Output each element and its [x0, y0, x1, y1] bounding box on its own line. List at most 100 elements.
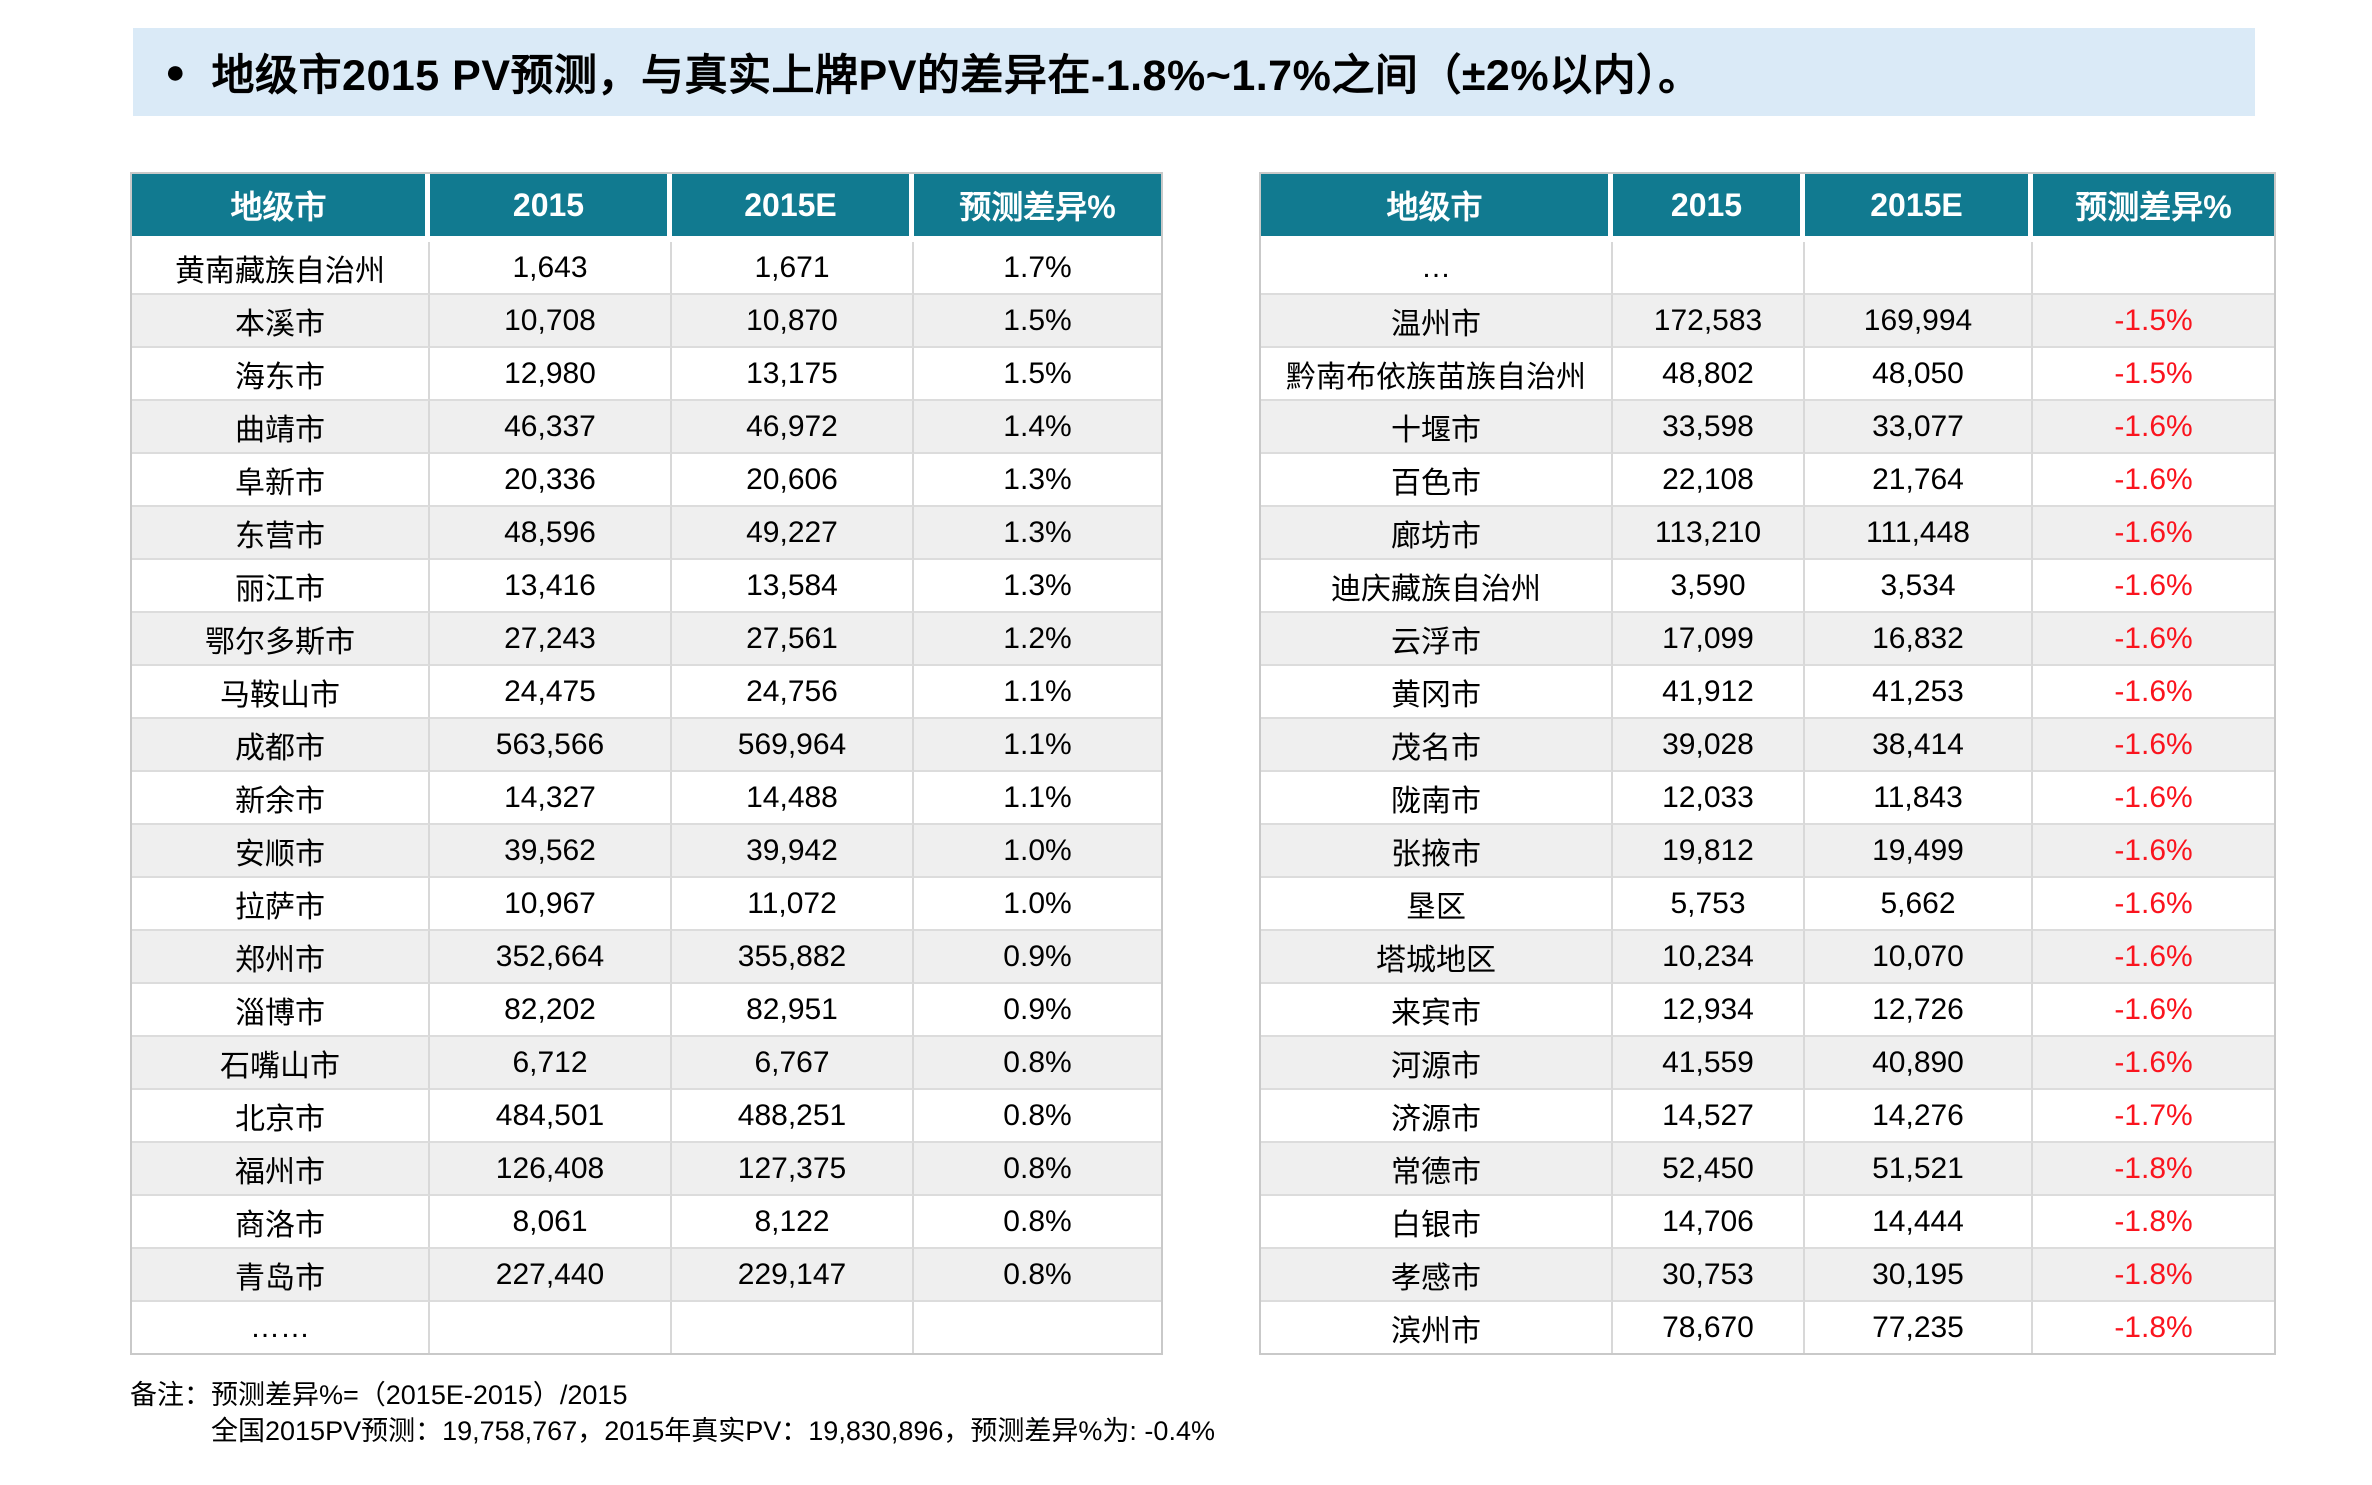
table-row: 郑州市 352,664 355,882 0.9% — [132, 931, 1161, 984]
value-2015e-cell: 14,276 — [1805, 1090, 2033, 1143]
table-row: 新余市 14,327 14,488 1.1% — [132, 772, 1161, 825]
value-2015e-cell: 14,488 — [672, 772, 914, 825]
city-cell: 阜新市 — [132, 454, 430, 507]
value-2015-cell: 10,708 — [430, 295, 672, 348]
value-2015-cell: 12,033 — [1613, 772, 1805, 825]
value-2015-cell: 24,475 — [430, 666, 672, 719]
value-2015e-cell: 3,534 — [1805, 560, 2033, 613]
diff-cell: -1.8% — [2033, 1249, 2274, 1302]
value-2015e-cell: 169,994 — [1805, 295, 2033, 348]
diff-cell: -1.8% — [2033, 1196, 2274, 1249]
header-city: 地级市 — [1261, 174, 1613, 242]
value-2015e-cell: 14,444 — [1805, 1196, 2033, 1249]
value-2015e-cell: 30,195 — [1805, 1249, 2033, 1302]
diff-cell: -1.6% — [2033, 560, 2274, 613]
value-2015-cell: 19,812 — [1613, 825, 1805, 878]
value-2015-cell: 113,210 — [1613, 507, 1805, 560]
value-2015e-cell: 12,726 — [1805, 984, 2033, 1037]
value-2015-cell: 78,670 — [1613, 1302, 1805, 1353]
table-row: 淄博市 82,202 82,951 0.9% — [132, 984, 1161, 1037]
city-cell: 温州市 — [1261, 295, 1613, 348]
table-row: 廊坊市 113,210 111,448 -1.6% — [1261, 507, 2274, 560]
table-row: 滨州市 78,670 77,235 -1.8% — [1261, 1302, 2274, 1353]
diff-cell: -1.8% — [2033, 1143, 2274, 1196]
diff-cell: 1.5% — [914, 295, 1161, 348]
value-2015-cell: 484,501 — [430, 1090, 672, 1143]
table-row: 云浮市 17,099 16,832 -1.6% — [1261, 613, 2274, 666]
diff-cell: 1.3% — [914, 507, 1161, 560]
value-2015e-cell — [1805, 242, 2033, 295]
table-row: 常德市 52,450 51,521 -1.8% — [1261, 1143, 2274, 1196]
header-row: 地级市 2015 2015E 预测差异% — [1261, 174, 2274, 242]
value-2015e-cell: 82,951 — [672, 984, 914, 1037]
value-2015e-cell: 355,882 — [672, 931, 914, 984]
city-cell: 孝感市 — [1261, 1249, 1613, 1302]
value-2015-cell: 39,562 — [430, 825, 672, 878]
table-row: 塔城地区 10,234 10,070 -1.6% — [1261, 931, 2274, 984]
table-row: 温州市 172,583 169,994 -1.5% — [1261, 295, 2274, 348]
value-2015-cell: 14,527 — [1613, 1090, 1805, 1143]
header-2015: 2015 — [430, 174, 672, 242]
city-cell: 河源市 — [1261, 1037, 1613, 1090]
city-cell: 黔南布依族苗族自治州 — [1261, 348, 1613, 401]
value-2015-cell: 227,440 — [430, 1249, 672, 1302]
diff-cell: -1.8% — [2033, 1302, 2274, 1353]
diff-cell: -1.5% — [2033, 295, 2274, 348]
city-cell: 塔城地区 — [1261, 931, 1613, 984]
value-2015-cell: 8,061 — [430, 1196, 672, 1249]
table-row: 安顺市 39,562 39,942 1.0% — [132, 825, 1161, 878]
table-row: 百色市 22,108 21,764 -1.6% — [1261, 454, 2274, 507]
city-cell: 云浮市 — [1261, 613, 1613, 666]
value-2015-cell: 48,802 — [1613, 348, 1805, 401]
city-cell: 马鞍山市 — [132, 666, 430, 719]
table-row: 张掖市 19,812 19,499 -1.6% — [1261, 825, 2274, 878]
diff-cell: 1.3% — [914, 560, 1161, 613]
city-cell: 安顺市 — [132, 825, 430, 878]
value-2015e-cell: 16,832 — [1805, 613, 2033, 666]
diff-cell: -1.7% — [2033, 1090, 2274, 1143]
value-2015e-cell: 38,414 — [1805, 719, 2033, 772]
diff-cell — [914, 1302, 1161, 1353]
right-table: 地级市 2015 2015E 预测差异% … 温州市 172,583 169,994-… — [1259, 172, 2276, 1355]
value-2015-cell: 41,912 — [1613, 666, 1805, 719]
diff-cell: 1.3% — [914, 454, 1161, 507]
diff-cell: -1.6% — [2033, 719, 2274, 772]
value-2015e-cell: 10,870 — [672, 295, 914, 348]
value-2015-cell: 82,202 — [430, 984, 672, 1037]
bullet-icon: ● — [165, 53, 186, 91]
header-2015: 2015 — [1613, 174, 1805, 242]
table-row: …… — [132, 1302, 1161, 1353]
city-cell: 济源市 — [1261, 1090, 1613, 1143]
value-2015-cell: 172,583 — [1613, 295, 1805, 348]
table-row: 成都市 563,566 569,964 1.1% — [132, 719, 1161, 772]
table-row: 黔南布依族苗族自治州 48,802 48,050 -1.5% — [1261, 348, 2274, 401]
value-2015-cell: 20,336 — [430, 454, 672, 507]
diff-cell: 0.9% — [914, 984, 1161, 1037]
table-row: 黄冈市 41,912 41,253 -1.6% — [1261, 666, 2274, 719]
value-2015-cell: 126,408 — [430, 1143, 672, 1196]
value-2015e-cell: 19,499 — [1805, 825, 2033, 878]
diff-cell: 0.8% — [914, 1090, 1161, 1143]
diff-cell — [2033, 242, 2274, 295]
diff-cell: -1.6% — [2033, 454, 2274, 507]
table-row: 济源市 14,527 14,276 -1.7% — [1261, 1090, 2274, 1143]
value-2015e-cell: 41,253 — [1805, 666, 2033, 719]
left-table: 地级市 2015 2015E 预测差异% 黄南藏族自治州 1,643 1,671 1.… — [130, 172, 1163, 1355]
city-cell: 白银市 — [1261, 1196, 1613, 1249]
table-row: 孝感市 30,753 30,195 -1.8% — [1261, 1249, 2274, 1302]
diff-cell: -1.6% — [2033, 931, 2274, 984]
table-row: 商洛市 8,061 8,122 0.8% — [132, 1196, 1161, 1249]
value-2015e-cell: 33,077 — [1805, 401, 2033, 454]
table-row: 曲靖市 46,337 46,972 1.4% — [132, 401, 1161, 454]
diff-cell: 0.8% — [914, 1143, 1161, 1196]
value-2015e-cell: 24,756 — [672, 666, 914, 719]
diff-cell: 1.1% — [914, 772, 1161, 825]
table-row: 东营市 48,596 49,227 1.3% — [132, 507, 1161, 560]
diff-cell: 1.1% — [914, 666, 1161, 719]
header-diff: 预测差异% — [914, 174, 1161, 242]
city-cell: 海东市 — [132, 348, 430, 401]
city-cell: 滨州市 — [1261, 1302, 1613, 1353]
table-row: 马鞍山市 24,475 24,756 1.1% — [132, 666, 1161, 719]
value-2015-cell: 17,099 — [1613, 613, 1805, 666]
value-2015e-cell: 11,072 — [672, 878, 914, 931]
